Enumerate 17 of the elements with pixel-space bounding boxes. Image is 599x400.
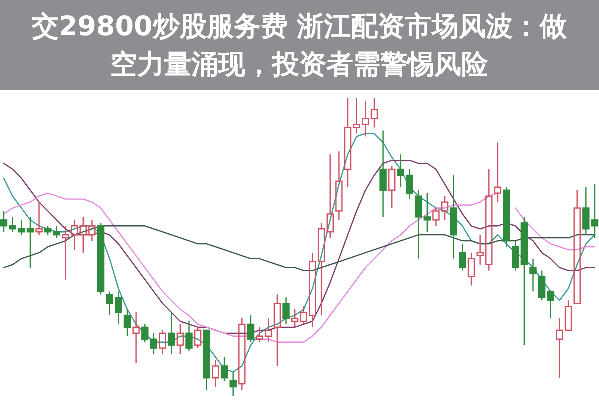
chart-title: 交29800炒股服务费 浙江配资市场风波：做空力量涌现，投资者需警惕风险: [30, 12, 568, 81]
candlestick: [132, 312, 140, 364]
candlestick: [212, 360, 220, 388]
candlestick: [459, 243, 466, 272]
candlestick: [282, 297, 290, 326]
candlestick: [186, 320, 193, 352]
candlestick: [230, 372, 237, 397]
candlestick: [530, 258, 537, 292]
candlestick: [238, 318, 246, 391]
candlestick: [503, 186, 510, 248]
candlestick: [450, 174, 458, 260]
candlestick: [336, 151, 343, 221]
candlestick: [36, 202, 43, 236]
candlestick: [380, 130, 387, 218]
candlestick: [424, 192, 432, 233]
candlestick: [159, 330, 166, 355]
candlestick: [26, 216, 34, 268]
